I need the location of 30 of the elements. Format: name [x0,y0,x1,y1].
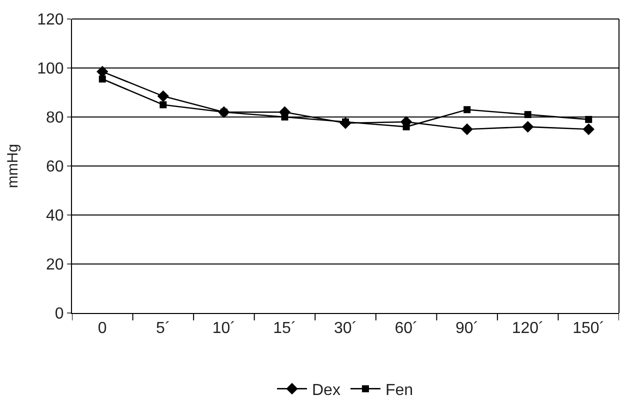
y-tick-label: 100 [37,60,64,78]
point [461,123,473,136]
x-tick-label: 120´ [512,320,544,338]
x-tick-label: 150´ [572,320,605,338]
x-tick-label: 60´ [394,320,418,338]
y-tick-label: 0 [54,306,64,323]
x-tick-label: 0 [98,320,107,338]
point [524,111,532,118]
point [402,123,410,130]
x-tick-label: 5´ [156,320,170,338]
legend-label: Fen [385,382,414,399]
x-tick-label: 15´ [273,320,296,338]
point [98,76,106,83]
point [281,114,288,120]
point [522,120,534,133]
point [464,106,471,114]
x-tick-label: 10´ [212,320,236,338]
x-tick-label: 90´ [455,320,479,338]
point [585,116,592,123]
y-tick-label: 120 [37,12,64,29]
point [160,101,167,108]
x-tick-label: 30´ [334,320,358,338]
legend-label: Dex [312,382,340,399]
point [157,90,170,102]
y-tick-label: 40 [46,208,64,225]
y-tick-label: 20 [46,256,64,274]
y-tick-label: 80 [46,110,64,127]
y-tick-label: 60 [46,158,64,176]
y-axis-title: mmHg [4,144,22,188]
point [582,123,594,136]
